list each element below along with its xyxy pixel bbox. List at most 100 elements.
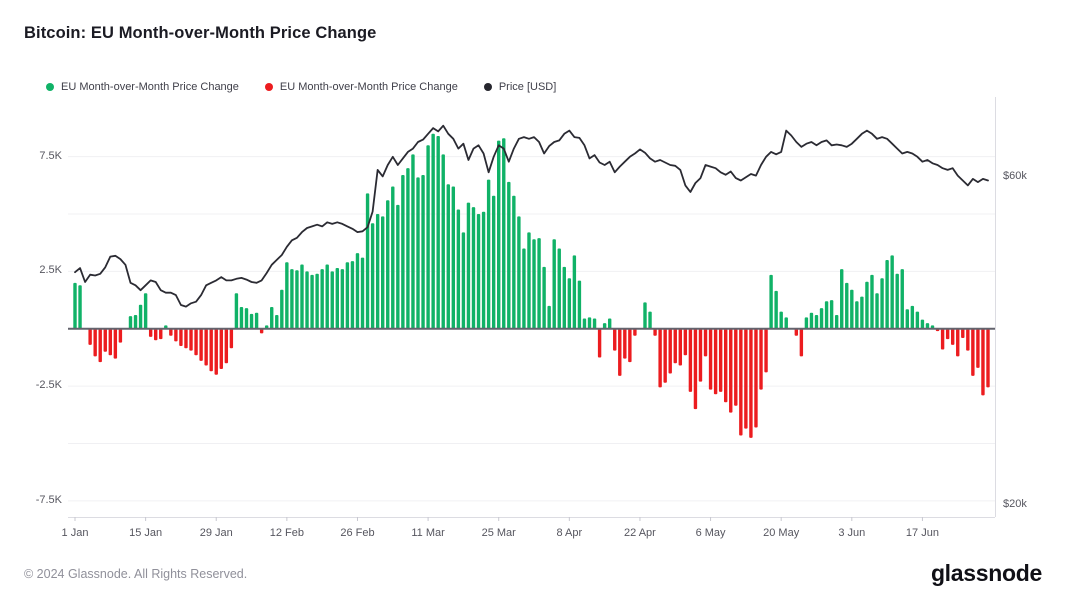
mom-change-bar xyxy=(224,328,229,364)
mom-change-bar xyxy=(950,328,955,345)
mom-change-bar xyxy=(834,315,839,329)
legend-item-mom-positive[interactable]: EU Month-over-Month Price Change xyxy=(46,81,239,93)
mom-change-bar xyxy=(456,209,461,329)
mom-change-bar xyxy=(628,328,632,363)
x-axis-label: 17 Jun xyxy=(905,527,939,539)
mom-change-bar xyxy=(880,278,884,329)
mom-change-bar xyxy=(507,181,511,329)
mom-change-bar xyxy=(360,257,365,329)
mom-change-bar xyxy=(537,238,541,329)
mom-change-bar xyxy=(350,261,355,329)
mom-change-bar xyxy=(819,308,824,329)
mom-change-bar xyxy=(905,309,909,329)
mom-change-bar xyxy=(380,216,385,329)
mom-change-bar xyxy=(169,328,173,336)
mom-change-bar xyxy=(396,204,400,329)
mom-change-bar xyxy=(582,318,587,329)
mom-change-bar xyxy=(940,328,945,350)
mom-change-bar xyxy=(335,267,339,329)
mom-change-bar xyxy=(486,179,491,329)
mom-change-bar xyxy=(698,328,703,382)
page-title: Bitcoin: EU Month-over-Month Price Chang… xyxy=(24,24,377,42)
mom-change-bar xyxy=(613,328,617,351)
x-axis-label: 8 Apr xyxy=(556,527,583,539)
x-axis-label: 1 Jan xyxy=(61,527,89,539)
mom-change-bar xyxy=(108,328,113,356)
mom-change-bar xyxy=(693,328,698,410)
x-axis-label: 3 Jun xyxy=(838,527,866,539)
mom-change-bar xyxy=(547,305,551,329)
legend-label: EU Month-over-Month Price Change xyxy=(279,81,458,93)
chart-legend: EU Month-over-Month Price Change EU Mont… xyxy=(46,81,556,93)
mom-change-bar xyxy=(320,269,324,329)
mom-change-bar xyxy=(406,168,410,329)
mom-change-bar xyxy=(517,216,521,329)
mom-change-bar xyxy=(295,270,299,329)
mom-change-bar xyxy=(476,214,481,329)
mom-change-bar xyxy=(648,311,652,329)
mom-change-bar xyxy=(764,328,768,373)
mom-change-bar xyxy=(370,223,375,329)
mom-change-bar xyxy=(734,328,738,406)
legend-item-price-usd[interactable]: Price [USD] xyxy=(483,81,556,93)
mom-change-bar xyxy=(93,328,97,357)
mom-change-bar xyxy=(774,290,778,329)
mom-change-bar xyxy=(915,311,920,329)
mom-change-bar xyxy=(607,318,612,329)
mom-change-bar xyxy=(340,269,345,329)
mom-change-bar xyxy=(88,328,92,345)
mom-change-bar xyxy=(653,328,657,336)
mom-change-bar xyxy=(562,266,566,329)
mom-change-bar xyxy=(471,207,476,329)
mom-change-bar xyxy=(73,282,77,329)
mom-change-bar xyxy=(244,308,249,329)
mom-change-bar xyxy=(956,328,960,357)
mom-change-bar xyxy=(602,323,607,329)
mom-change-bar xyxy=(234,293,239,329)
mom-change-bar xyxy=(769,274,773,329)
mom-change-bar xyxy=(280,289,284,329)
mom-change-bar xyxy=(668,328,672,374)
mom-change-bar xyxy=(532,239,536,329)
mom-change-bar xyxy=(814,315,819,329)
mom-change-bar xyxy=(249,313,254,329)
mom-change-bar xyxy=(744,328,748,429)
mom-change-bar xyxy=(633,328,637,336)
mom-change-bar xyxy=(713,328,718,395)
mom-change-bar xyxy=(204,328,208,366)
legend-dot-red-icon xyxy=(264,83,273,91)
mom-change-bar xyxy=(981,328,985,396)
x-axis-label: 22 Apr xyxy=(624,527,656,539)
mom-change-bar xyxy=(845,282,849,329)
mom-change-bar xyxy=(138,304,143,329)
mom-change-bar xyxy=(194,328,198,356)
mom-change-bar xyxy=(799,328,804,357)
mom-change-bar xyxy=(466,202,471,329)
mom-change-bar xyxy=(708,328,713,390)
mom-change-bar xyxy=(824,301,829,329)
mom-change-bar xyxy=(421,175,425,329)
mom-change-bar xyxy=(481,211,486,329)
legend-item-mom-negative[interactable]: EU Month-over-Month Price Change xyxy=(264,81,458,93)
mom-change-bar xyxy=(219,328,223,369)
mom-change-bar xyxy=(355,253,360,329)
mom-change-bar xyxy=(794,328,799,336)
mom-change-bar xyxy=(426,145,430,329)
y-axis-left-label: -7.5K xyxy=(35,493,62,506)
mom-change-bar xyxy=(784,317,788,329)
x-axis-label: 12 Feb xyxy=(269,527,304,539)
mom-change-bar xyxy=(365,193,370,329)
mom-change-bar xyxy=(128,316,133,329)
mom-change-bar xyxy=(411,154,415,329)
mom-change-bar xyxy=(577,280,582,329)
mom-change-bar xyxy=(754,328,758,428)
mom-change-bar xyxy=(961,328,965,338)
mom-change-bar xyxy=(779,311,783,329)
x-axis-label: 25 Mar xyxy=(481,527,516,539)
mom-change-bar xyxy=(597,328,602,358)
mom-change-bar xyxy=(275,315,279,329)
mom-change-bar xyxy=(113,328,118,359)
mom-change-bar xyxy=(718,328,723,392)
mom-change-bar xyxy=(855,301,859,329)
